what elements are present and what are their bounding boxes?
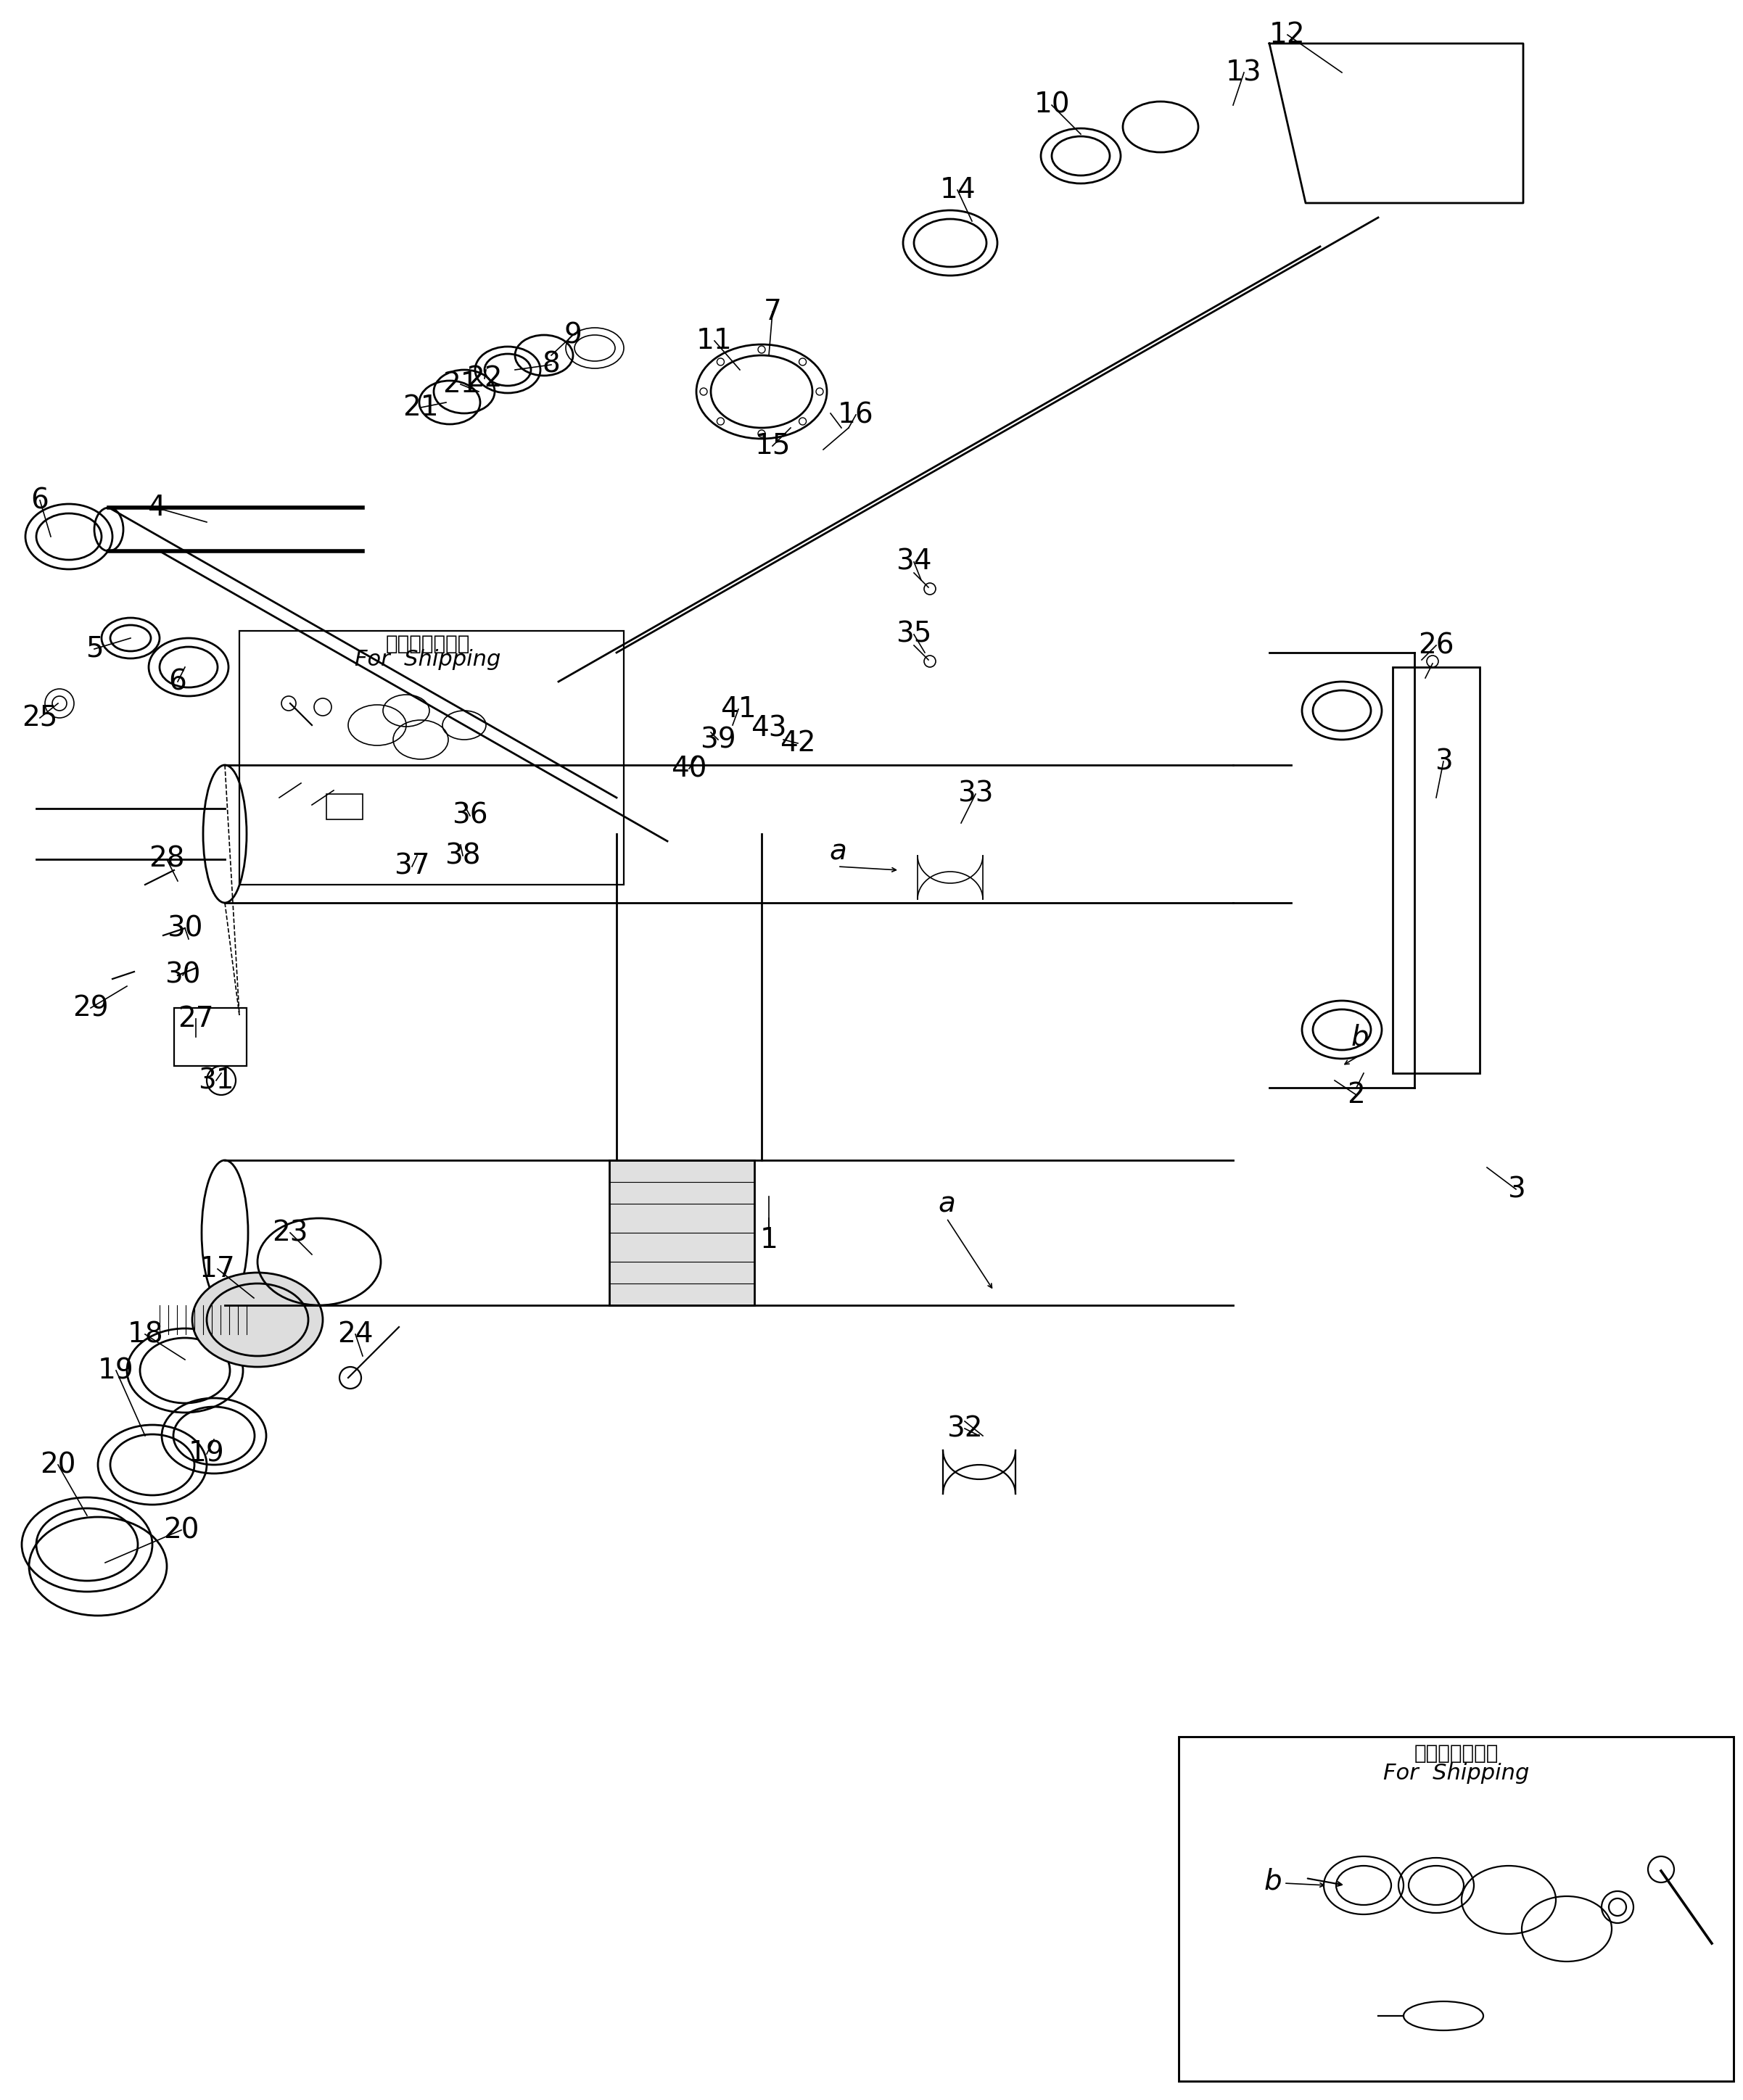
Text: 41: 41 bbox=[720, 695, 756, 722]
Text: 11: 11 bbox=[697, 328, 732, 355]
Text: 13: 13 bbox=[1225, 59, 1262, 86]
Text: 17: 17 bbox=[199, 1256, 235, 1283]
Text: 3: 3 bbox=[1508, 1176, 1525, 1203]
Text: 25: 25 bbox=[23, 704, 58, 731]
Text: 運　搬　部　品: 運 搬 部 品 bbox=[385, 634, 471, 653]
Text: 9: 9 bbox=[565, 321, 582, 349]
Text: 34: 34 bbox=[896, 548, 933, 575]
Text: 5: 5 bbox=[85, 634, 103, 664]
Text: 26: 26 bbox=[1419, 632, 1454, 659]
Text: 28: 28 bbox=[148, 846, 185, 874]
Text: b: b bbox=[1264, 1869, 1281, 1896]
Text: 37: 37 bbox=[394, 853, 431, 880]
Text: b: b bbox=[1351, 1023, 1368, 1050]
Text: 30: 30 bbox=[166, 962, 200, 989]
Text: 24: 24 bbox=[338, 1321, 373, 1348]
Text: 6: 6 bbox=[169, 668, 187, 695]
Text: 33: 33 bbox=[957, 781, 994, 808]
Bar bbox=[239, 630, 624, 884]
Bar bbox=[174, 1008, 246, 1067]
Text: 35: 35 bbox=[896, 622, 933, 649]
Text: 30: 30 bbox=[167, 914, 202, 943]
Text: 27: 27 bbox=[178, 1006, 214, 1033]
Text: 22: 22 bbox=[467, 365, 502, 393]
Text: 15: 15 bbox=[755, 433, 790, 460]
Text: 38: 38 bbox=[444, 842, 481, 869]
Bar bbox=[1393, 668, 1480, 1073]
Text: 4: 4 bbox=[146, 493, 166, 521]
Text: 43: 43 bbox=[751, 714, 786, 743]
Text: a: a bbox=[830, 838, 847, 865]
Text: 36: 36 bbox=[451, 802, 488, 830]
Text: 7: 7 bbox=[763, 298, 781, 326]
Text: For  Shipping: For Shipping bbox=[1384, 1762, 1530, 1783]
Text: a: a bbox=[938, 1191, 955, 1218]
Text: 19: 19 bbox=[188, 1441, 225, 1468]
Text: 3: 3 bbox=[1434, 748, 1452, 775]
Text: 19: 19 bbox=[98, 1357, 134, 1384]
Text: 20: 20 bbox=[164, 1516, 199, 1544]
Text: 14: 14 bbox=[939, 176, 976, 204]
Bar bbox=[610, 1159, 755, 1306]
Text: 32: 32 bbox=[946, 1415, 983, 1443]
Text: 6: 6 bbox=[31, 487, 49, 514]
Text: 29: 29 bbox=[73, 993, 108, 1023]
Text: 12: 12 bbox=[1269, 21, 1306, 48]
Text: 39: 39 bbox=[701, 727, 736, 754]
Text: 16: 16 bbox=[838, 401, 873, 428]
Text: 23: 23 bbox=[272, 1218, 309, 1247]
Text: 10: 10 bbox=[1034, 92, 1070, 120]
Text: 8: 8 bbox=[542, 351, 560, 378]
Text: 42: 42 bbox=[779, 729, 816, 756]
Text: 21: 21 bbox=[443, 370, 479, 399]
Bar bbox=[1178, 1737, 1734, 2081]
Bar bbox=[326, 794, 363, 819]
Text: 40: 40 bbox=[671, 754, 708, 783]
Text: 2: 2 bbox=[1347, 1082, 1365, 1109]
Text: For  Shipping: For Shipping bbox=[356, 649, 500, 670]
Text: 31: 31 bbox=[199, 1067, 234, 1094]
Ellipse shape bbox=[192, 1273, 322, 1367]
Text: 21: 21 bbox=[403, 395, 439, 422]
Text: 20: 20 bbox=[40, 1451, 77, 1478]
Text: 18: 18 bbox=[127, 1321, 164, 1348]
Text: 1: 1 bbox=[760, 1226, 777, 1254]
Text: 運　搬　部　品: 運 搬 部 品 bbox=[1414, 1743, 1499, 1764]
